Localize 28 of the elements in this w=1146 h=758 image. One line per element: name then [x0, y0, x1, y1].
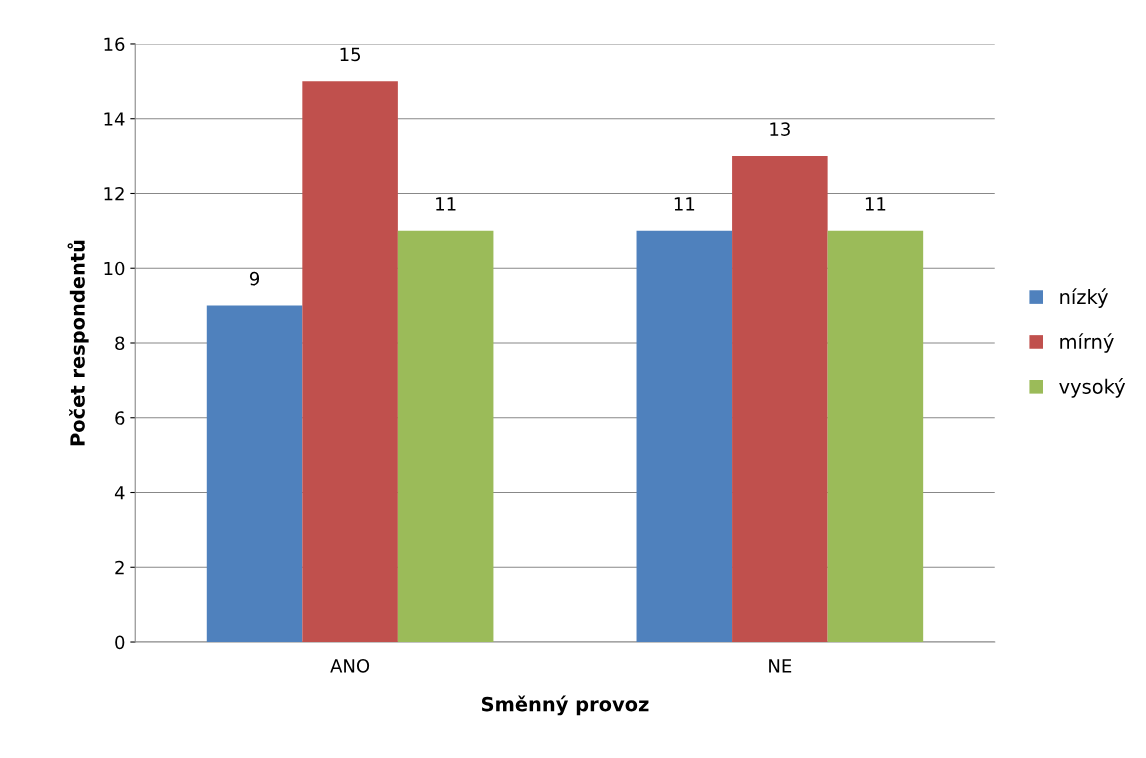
data-label: 15 [340, 47, 361, 62]
bar [397, 230, 494, 643]
x-axis-title: Směnný provoz [481, 695, 649, 716]
y-tick-label: 14 [104, 112, 125, 126]
bar [206, 305, 303, 643]
data-label: 11 [865, 197, 886, 211]
y-tick-label: 16 [104, 37, 125, 52]
data-label: 11 [436, 197, 456, 211]
data-label: 9 [249, 271, 260, 286]
y-tick-label: 12 [104, 186, 124, 201]
x-tick-label: NE [769, 659, 792, 673]
y-tick-label: 4 [114, 486, 125, 500]
y-tick-label: 10 [104, 261, 125, 276]
data-label: 13 [770, 122, 790, 136]
y-tick-label: 6 [115, 411, 125, 425]
y-tick-label: 2 [115, 560, 124, 575]
y-tick-label: 0 [115, 635, 125, 650]
legend-label: nízký [1060, 288, 1108, 308]
x-tick-label: ANO [330, 659, 370, 673]
legend-label: vysoký [1059, 378, 1126, 398]
bar [827, 230, 924, 643]
y-tick-label: 8 [115, 336, 125, 351]
legend-label: mírný [1060, 333, 1114, 353]
y-axis-title: Počet respondentů [67, 240, 89, 446]
bar [302, 81, 398, 643]
bar [732, 156, 828, 643]
bar [636, 230, 733, 643]
data-label: 11 [674, 197, 695, 211]
